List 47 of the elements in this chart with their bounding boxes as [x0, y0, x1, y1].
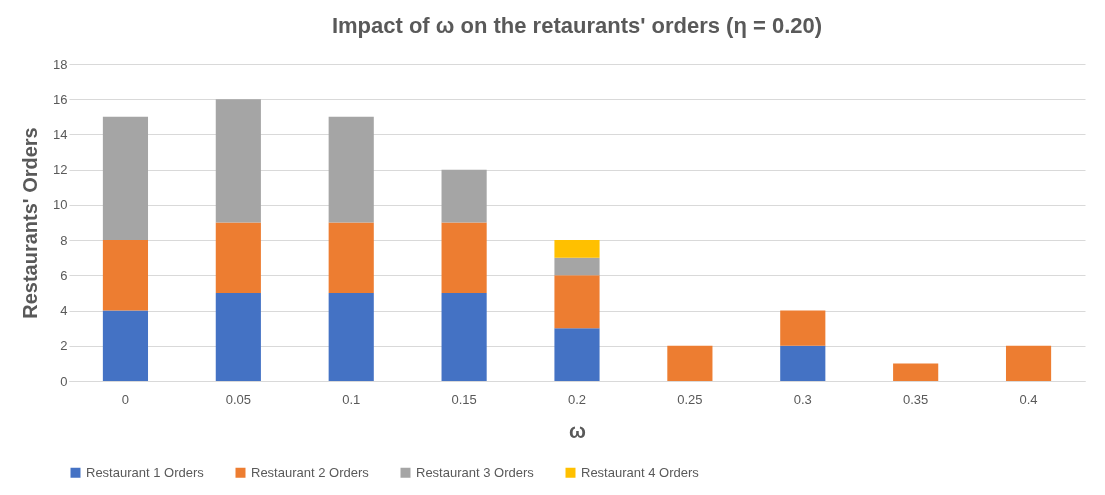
- y-tick-label: 8: [60, 232, 68, 248]
- bar: [102, 310, 149, 381]
- bar: [780, 345, 826, 381]
- chart-title: Impact of ω on the retaurants' orders (η = 0.20): [331, 13, 823, 38]
- y-tick-label: 18: [53, 56, 68, 72]
- bar: [102, 240, 149, 311]
- x-tick-label: 0.4: [1019, 391, 1038, 407]
- bar: [215, 222, 261, 293]
- legend-label: Restaurant 4 Orders: [581, 464, 700, 480]
- bar: [441, 222, 487, 293]
- bar: [780, 310, 826, 346]
- bar: [554, 257, 600, 276]
- bar: [554, 240, 600, 258]
- x-tick-label: 0.15: [451, 391, 477, 407]
- x-tick-label: 0.1: [342, 391, 361, 407]
- y-tick-label: 14: [53, 126, 68, 142]
- x-tick-label: 0.35: [903, 391, 929, 407]
- bar: [328, 292, 374, 381]
- legend-label: Restaurant 1 Orders: [86, 464, 205, 480]
- bar: [1005, 345, 1052, 381]
- x-tick-label: 0.2: [567, 391, 587, 407]
- y-tick-label: 16: [53, 91, 68, 107]
- bar: [554, 328, 600, 381]
- y-tick-label: 6: [60, 267, 68, 283]
- bar: [215, 99, 261, 223]
- bar: [441, 292, 487, 381]
- x-tick-label: 0.05: [225, 391, 251, 407]
- x-tick-label: 0: [121, 391, 130, 407]
- x-tick-label: 0.3: [793, 391, 812, 407]
- legend-label: Restaurant 2 Orders: [251, 464, 370, 480]
- bar: [554, 275, 600, 329]
- bar: [328, 116, 374, 223]
- x-tick-label: 0.25: [677, 391, 703, 407]
- x-axis-title: ω: [569, 419, 587, 442]
- y-tick-label: 10: [53, 197, 68, 213]
- y-tick-label: 2: [60, 338, 68, 354]
- legend-label: Restaurant 3 Orders: [416, 464, 535, 480]
- bar: [893, 363, 939, 381]
- bar: [102, 116, 149, 241]
- y-axis-title: Restaurants' Orders: [19, 127, 42, 319]
- bar: [441, 169, 487, 223]
- bar: [215, 292, 261, 381]
- bar: [667, 345, 713, 381]
- y-tick-label: 12: [53, 162, 68, 178]
- y-tick-label: 0: [60, 373, 68, 389]
- y-tick-label: 4: [60, 303, 68, 319]
- bar: [328, 222, 374, 293]
